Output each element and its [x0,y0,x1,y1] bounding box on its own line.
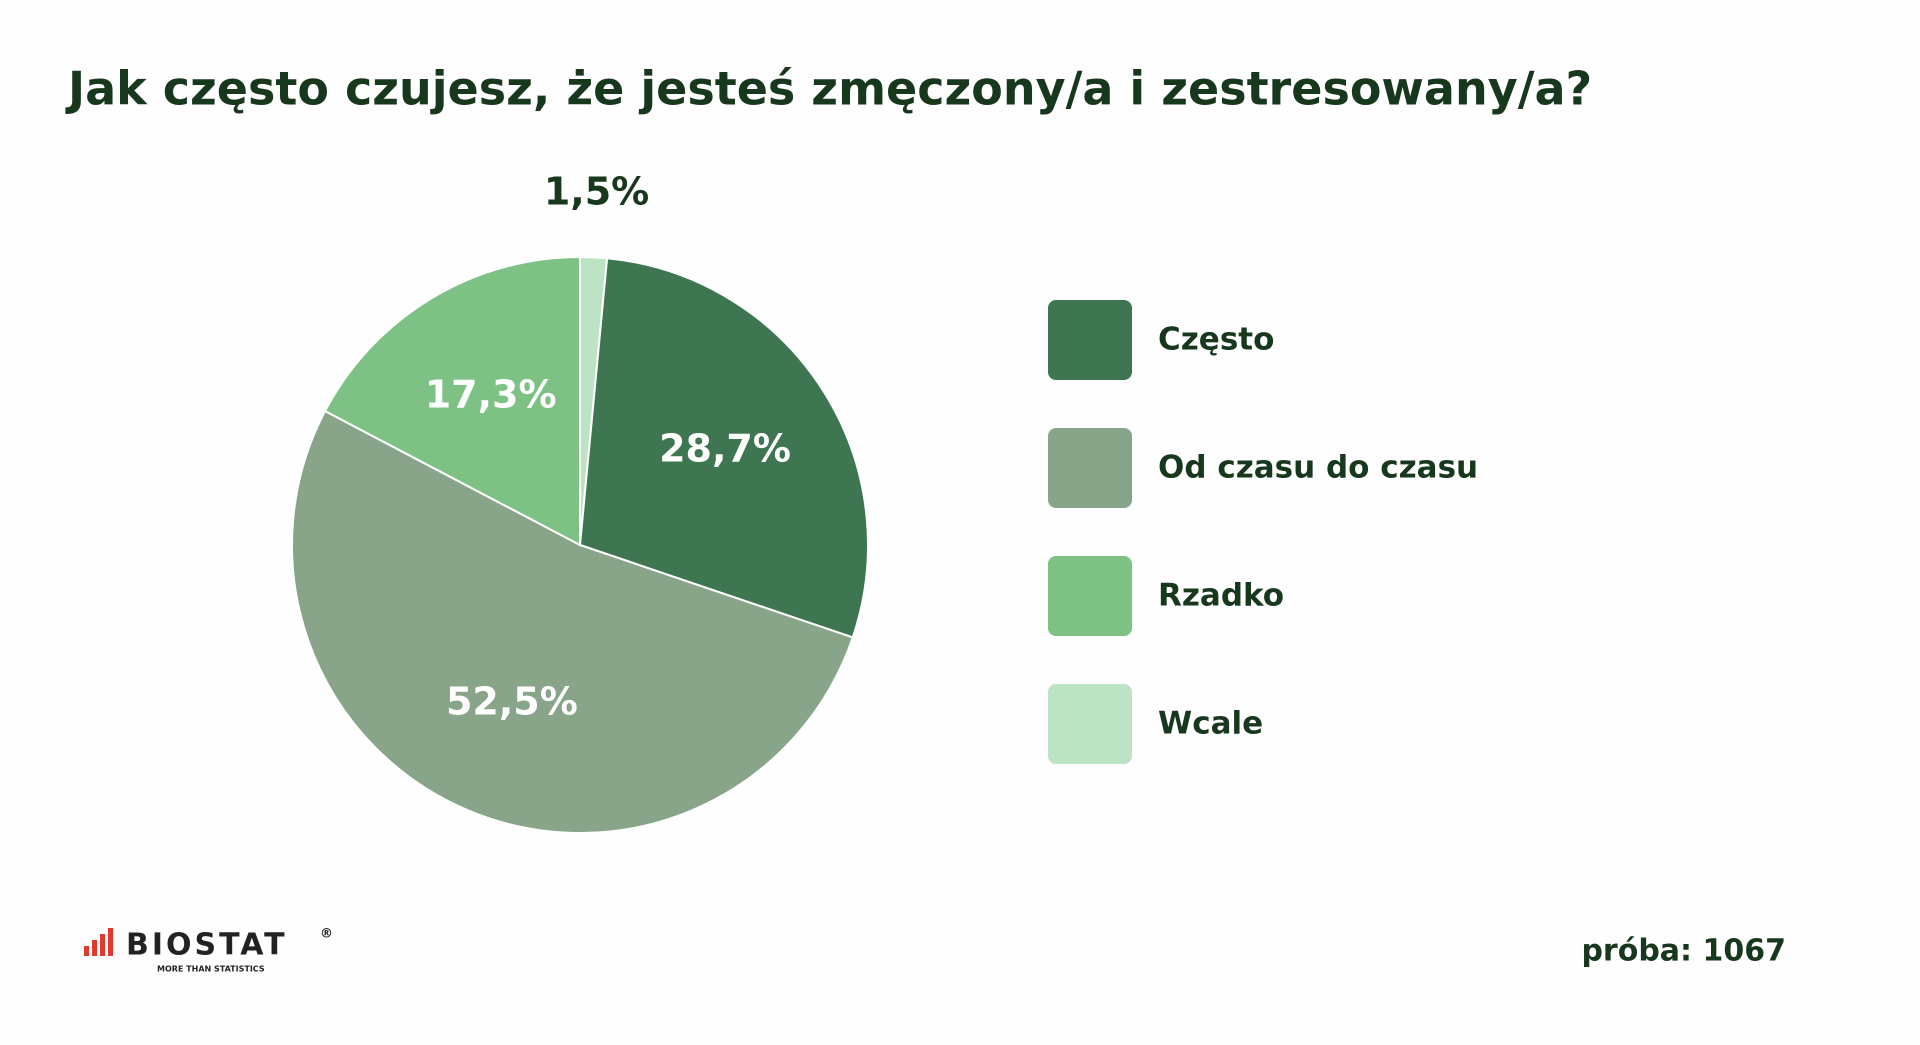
legend-swatch [1048,300,1132,380]
data-label: 52,5% [446,679,578,723]
logo: BIOSTAT ® MORE THAN STATISTICS [84,927,333,974]
data-label: 1,5% [544,170,649,214]
legend-swatch [1048,684,1132,764]
legend-swatch [1048,556,1132,636]
pie-slice [291,409,855,834]
data-label: 28,7% [659,427,791,471]
legend-label: Wcale [1158,706,1263,742]
logo-tagline: MORE THAN STATISTICS [157,965,265,974]
chart-title: Jak często czujesz, że jesteś zmęczony/a… [65,62,1592,116]
logo-bar [92,940,97,956]
logo-bar [108,928,113,956]
logo-name: BIOSTAT [126,928,288,963]
logo-bar [100,934,105,956]
data-label: 17,3% [425,373,557,417]
pie-slice [323,255,581,547]
logo-mark: ® [320,927,333,942]
legend-label: Często [1158,322,1274,358]
legend-label: Od czasu do czasu [1158,450,1478,486]
sample-size: próba: 1067 [1581,934,1786,969]
legend-label: Rzadko [1158,578,1284,614]
logo-bar [84,946,89,956]
pie-slice [578,257,869,639]
legend-swatch [1048,428,1132,508]
